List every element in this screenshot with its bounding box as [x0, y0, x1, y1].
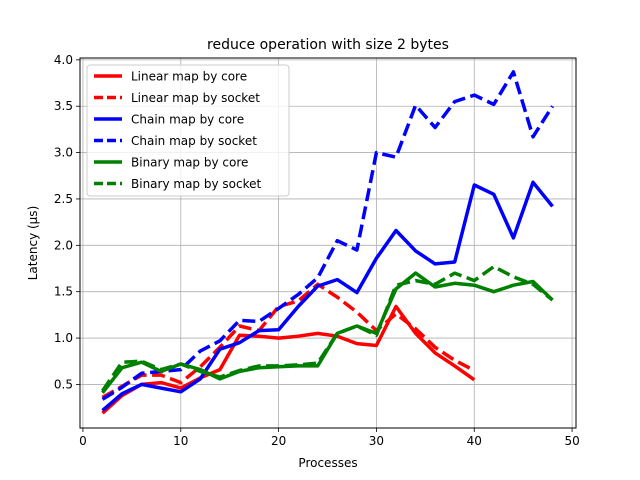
x-tick-label: 30: [369, 434, 384, 448]
plot-series: [101, 70, 554, 415]
series-line-chain-map-by-core: [101, 180, 554, 412]
legend-box: [86, 64, 290, 197]
x-axis-label: Processes: [298, 456, 357, 470]
series-line-linear-map-by-core: [101, 304, 476, 415]
x-tick-label: 10: [173, 434, 188, 448]
chart-title: reduce operation with size 2 bytes: [207, 37, 449, 53]
y-tick-label: 2.5: [54, 192, 73, 206]
series-line-linear-map-by-socket: [101, 282, 476, 399]
y-axis-label: Latency (μs): [26, 206, 40, 281]
legend-label-linear-map-by-socket: Linear map by socket: [131, 91, 260, 105]
plot-frame: [79, 57, 577, 429]
legend: Linear map by core Linear map by socket Ch…: [86, 64, 290, 197]
series-line-binary-map-by-socket: [101, 264, 554, 392]
x-tick-label: 50: [564, 434, 579, 448]
y-tick-label: 1.0: [54, 331, 73, 345]
series-line-chain-map-by-socket: [101, 70, 554, 401]
legend-label-binary-map-by-socket: Binary map by socket: [131, 177, 261, 191]
x-tick-label: 20: [271, 434, 286, 448]
x-tick-label: 40: [467, 434, 482, 448]
legend-label-binary-map-by-core: Binary map by core: [131, 156, 248, 170]
legend-label-linear-map-by-core: Linear map by core: [131, 70, 247, 84]
y-tick-label: 1.5: [54, 285, 73, 299]
y-tick-label: 2.0: [54, 238, 73, 252]
axis-ticks: 0 10 20 30 40 50 0.5 1.0 1.5 2.0 2.5 3.0 3.5 4.0: [54, 53, 580, 448]
y-tick-label: 3.5: [54, 99, 73, 113]
x-tick-label: 0: [79, 434, 87, 448]
y-tick-label: 4.0: [54, 53, 73, 67]
y-tick-label: 0.5: [54, 377, 73, 391]
legend-label-chain-map-by-core: Chain map by core: [131, 113, 244, 127]
y-tick-label: 3.0: [54, 146, 73, 160]
legend-label-chain-map-by-socket: Chain map by socket: [131, 134, 257, 148]
